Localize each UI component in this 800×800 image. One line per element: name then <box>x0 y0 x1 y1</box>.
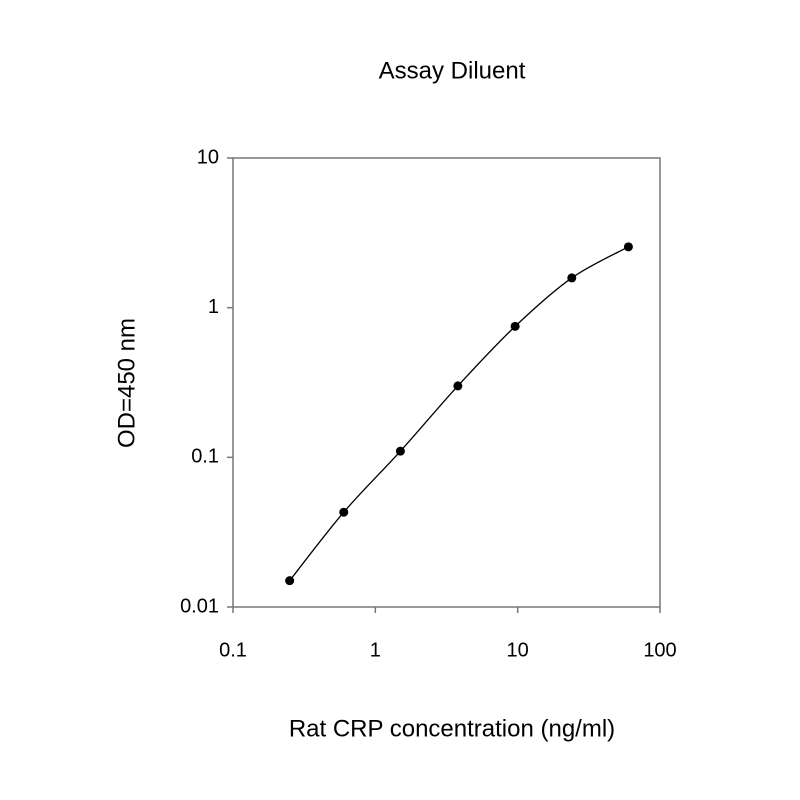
data-point <box>339 507 349 517</box>
x-tick-label: 0.1 <box>219 639 247 661</box>
y-tick-label: 0.01 <box>180 595 219 617</box>
data-point <box>395 446 405 456</box>
x-tick-label: 10 <box>507 639 529 661</box>
chart-title: Assay Diluent <box>379 57 526 84</box>
data-point <box>453 381 463 391</box>
data-point <box>567 273 577 283</box>
data-point <box>510 321 520 331</box>
y-tick-label: 1 <box>208 296 219 318</box>
y-tick-label: 10 <box>197 146 219 168</box>
series-line <box>289 246 629 582</box>
x-tick-label: 1 <box>370 639 381 661</box>
data-point <box>623 242 633 252</box>
y-axis-label: OD=450 nm <box>113 318 140 448</box>
plot-frame <box>232 157 661 608</box>
y-tick-label: 0.1 <box>191 446 219 468</box>
x-tick-label: 100 <box>643 639 676 661</box>
data-point <box>285 576 295 586</box>
x-axis-label: Rat CRP concentration (ng/ml) <box>289 715 615 742</box>
